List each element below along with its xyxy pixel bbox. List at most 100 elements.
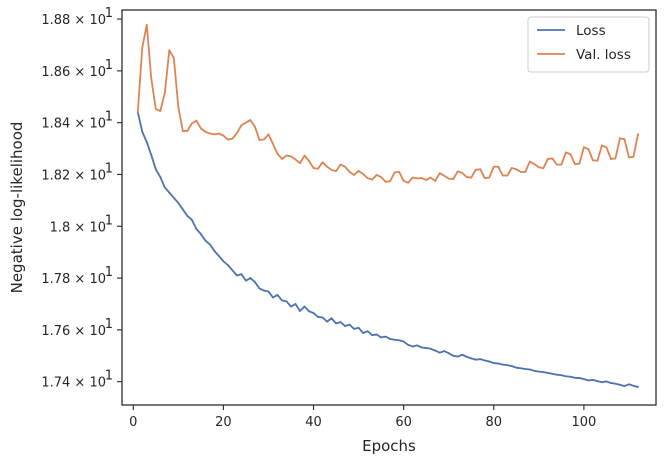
data-point-val-loss <box>610 158 612 160</box>
data-point-val-loss <box>357 169 360 172</box>
data-point-val-loss <box>299 162 301 165</box>
data-point-loss <box>362 332 364 334</box>
data-point-loss <box>398 339 401 342</box>
data-point-val-loss <box>199 127 202 130</box>
y-tick-label: 1.88 × 10 <box>41 13 106 28</box>
data-point-loss <box>258 287 261 290</box>
data-point-val-loss <box>136 111 139 114</box>
data-point-val-loss <box>186 130 189 132</box>
data-point-loss <box>190 218 193 221</box>
data-point-val-loss <box>542 167 545 170</box>
data-point-loss <box>614 382 617 385</box>
series-line-loss <box>136 111 639 388</box>
data-point-val-loss <box>619 137 621 140</box>
data-point-val-loss <box>285 154 288 157</box>
data-point-loss <box>384 335 387 338</box>
data-point-loss <box>249 277 252 279</box>
data-point-loss <box>393 338 396 341</box>
data-point-loss <box>335 322 337 325</box>
data-point-val-loss <box>172 57 175 59</box>
data-point-loss <box>551 373 554 375</box>
data-point-loss <box>181 208 184 211</box>
data-point-loss <box>299 310 301 312</box>
data-point-val-loss <box>564 151 567 154</box>
data-point-val-loss <box>501 174 504 177</box>
data-point-loss <box>605 380 608 383</box>
data-point-loss <box>168 191 171 194</box>
data-point-val-loss <box>637 133 639 136</box>
data-point-val-loss <box>632 155 635 158</box>
data-point-val-loss <box>393 171 396 174</box>
data-point-loss <box>623 385 626 387</box>
data-point-val-loss <box>236 132 238 134</box>
data-point-loss <box>312 312 315 314</box>
data-point-loss <box>411 345 414 348</box>
x-tick-label: 60 <box>395 415 412 430</box>
y-tick-label: 1.82 × 10 <box>41 168 106 183</box>
data-point-loss <box>267 290 270 293</box>
data-point-val-loss <box>371 178 373 181</box>
data-point-loss <box>330 317 333 320</box>
data-point-val-loss <box>335 170 337 173</box>
data-point-loss <box>141 130 144 133</box>
y-tick-exponent: 1 <box>105 265 113 280</box>
data-point-loss <box>217 255 220 257</box>
data-point-val-loss <box>596 159 599 162</box>
data-point-val-loss <box>583 146 585 149</box>
x-tick-label: 20 <box>215 415 232 430</box>
data-point-val-loss <box>181 130 184 132</box>
data-point-loss <box>245 279 247 282</box>
data-point-val-loss <box>447 177 450 180</box>
data-point-loss <box>163 186 166 189</box>
data-point-loss <box>555 373 558 376</box>
y-tick-exponent: 1 <box>105 161 113 176</box>
data-point-loss <box>375 333 378 336</box>
x-tick-label: 40 <box>305 415 322 430</box>
data-point-loss <box>479 358 482 361</box>
data-point-val-loss <box>587 148 590 150</box>
data-point-val-loss <box>519 170 522 173</box>
data-point-loss <box>632 384 635 387</box>
data-point-loss <box>366 330 369 333</box>
data-point-loss <box>236 274 238 277</box>
data-point-val-loss <box>546 158 549 160</box>
data-point-loss <box>519 367 522 370</box>
data-point-val-loss <box>524 170 527 173</box>
data-point-loss <box>583 378 585 380</box>
data-point-loss <box>177 202 180 204</box>
data-point-val-loss <box>510 167 513 169</box>
data-point-val-loss <box>308 160 310 162</box>
y-tick-label: 1.84 × 10 <box>41 117 106 132</box>
data-point-loss <box>317 316 319 318</box>
data-point-val-loss <box>560 163 563 166</box>
data-point-loss <box>628 383 630 386</box>
data-point-loss <box>506 364 509 367</box>
data-point-val-loss <box>154 108 157 110</box>
y-tick-exponent: 1 <box>105 213 113 228</box>
data-point-loss <box>294 303 297 305</box>
data-point-val-loss <box>497 165 500 168</box>
data-point-loss <box>465 355 468 358</box>
data-point-loss <box>610 382 612 384</box>
data-point-val-loss <box>245 121 247 124</box>
data-point-val-loss <box>461 172 464 174</box>
data-point-loss <box>159 176 162 178</box>
data-point-val-loss <box>483 177 486 180</box>
data-point-loss <box>407 344 410 346</box>
data-point-val-loss <box>452 178 455 181</box>
data-point-val-loss <box>407 181 410 184</box>
data-point-loss <box>186 215 189 217</box>
data-point-loss <box>474 358 477 361</box>
data-point-loss <box>619 383 621 386</box>
y-tick-label: 1.78 × 10 <box>41 272 106 287</box>
data-point-loss <box>546 371 549 374</box>
data-point-val-loss <box>348 170 351 173</box>
data-point-val-loss <box>592 159 594 162</box>
data-point-val-loss <box>353 174 355 176</box>
data-point-val-loss <box>416 177 419 180</box>
data-point-loss <box>402 340 405 343</box>
data-point-loss <box>231 269 234 272</box>
data-point-loss <box>272 296 274 299</box>
